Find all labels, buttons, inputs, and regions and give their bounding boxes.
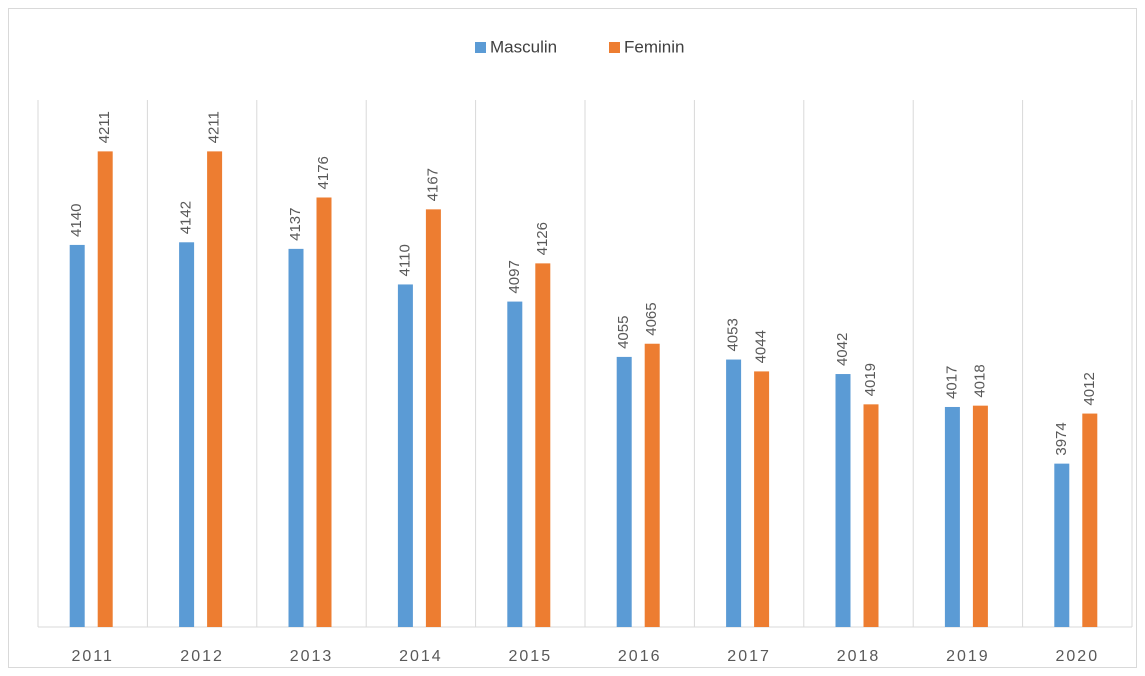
bar xyxy=(397,284,413,627)
data-label: 4017 xyxy=(943,366,960,399)
bar xyxy=(207,151,223,627)
x-tick-label: 2017 xyxy=(727,648,771,665)
data-label: 4140 xyxy=(68,204,85,237)
bar xyxy=(97,151,113,627)
data-label: 4055 xyxy=(615,316,632,349)
x-tick-label: 2015 xyxy=(509,648,553,665)
data-label: 4044 xyxy=(753,330,770,363)
bar xyxy=(616,356,632,627)
bar xyxy=(69,244,85,628)
bar xyxy=(863,404,879,627)
bar xyxy=(754,371,770,627)
data-label: 4065 xyxy=(643,302,660,335)
data-label: 4211 xyxy=(206,111,223,143)
bar xyxy=(507,301,523,627)
data-label: 4142 xyxy=(178,201,195,234)
bar xyxy=(835,374,851,627)
bar xyxy=(726,359,742,627)
data-label: 4176 xyxy=(315,156,332,189)
bar xyxy=(972,405,988,627)
bar xyxy=(944,406,960,627)
data-label: 4110 xyxy=(396,244,413,276)
data-label: 4053 xyxy=(725,318,742,351)
legend-swatch xyxy=(475,42,486,53)
legend-label: Masculin xyxy=(490,37,557,56)
data-label: 4126 xyxy=(534,222,551,255)
bar xyxy=(179,242,195,628)
bar xyxy=(535,263,551,627)
x-tick-label: 2020 xyxy=(1056,648,1100,665)
legend-swatch xyxy=(609,42,620,53)
x-tick-label: 2014 xyxy=(399,648,443,665)
bar xyxy=(644,343,660,627)
x-tick-label: 2011 xyxy=(71,648,113,665)
x-tick-label: 2016 xyxy=(618,648,662,665)
data-label: 4019 xyxy=(862,363,879,396)
data-label: 4097 xyxy=(506,260,523,293)
bar xyxy=(288,248,304,627)
x-tick-label: 2013 xyxy=(290,648,334,665)
data-label: 4167 xyxy=(424,168,441,201)
bar xyxy=(316,197,332,627)
bar xyxy=(1054,463,1070,627)
x-tick-label: 2019 xyxy=(946,648,990,665)
bar xyxy=(425,209,441,628)
data-label: 3974 xyxy=(1053,422,1070,455)
data-label: 4137 xyxy=(287,208,304,241)
data-label: 4012 xyxy=(1081,372,1098,405)
legend-label: Feminin xyxy=(624,37,684,56)
data-label: 4042 xyxy=(834,333,851,366)
x-tick-label: 2018 xyxy=(837,648,881,665)
data-label: 4211 xyxy=(96,111,113,143)
chart-border xyxy=(8,8,1137,668)
bar xyxy=(1082,413,1098,627)
x-tick-label: 2012 xyxy=(180,648,224,665)
data-label: 4018 xyxy=(971,364,988,397)
